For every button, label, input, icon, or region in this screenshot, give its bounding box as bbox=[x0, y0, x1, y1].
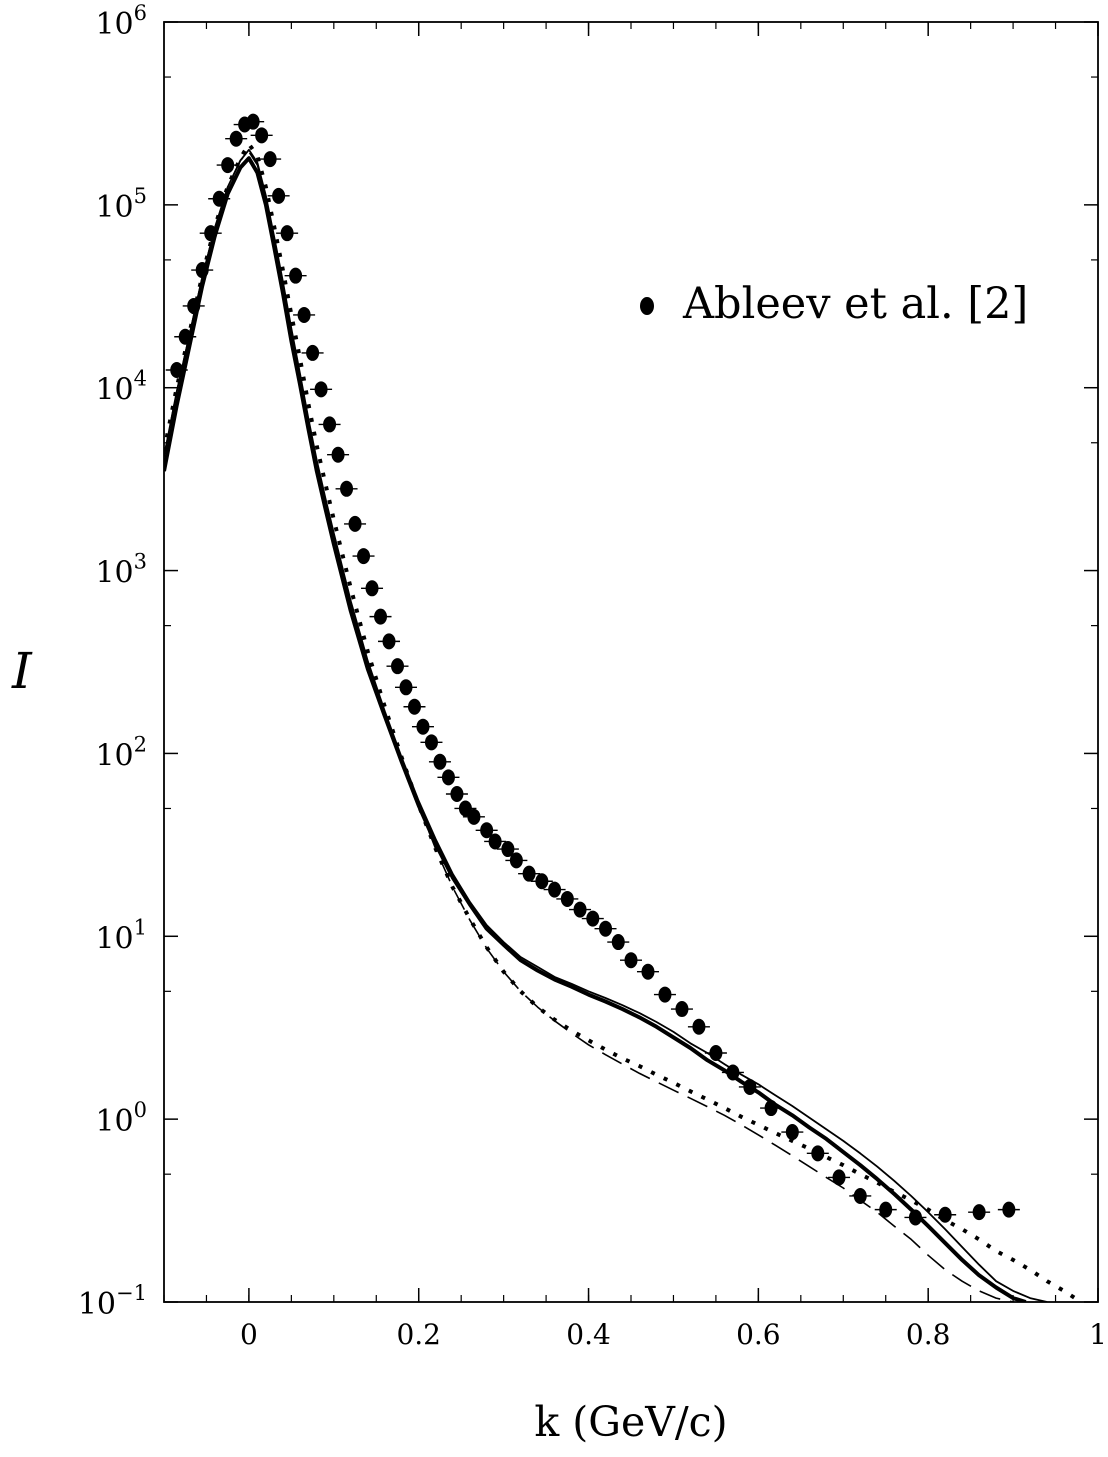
data-point bbox=[323, 416, 337, 433]
data-point bbox=[382, 633, 396, 650]
data-point bbox=[416, 718, 430, 735]
x-tick-labels: 0 0.2 0.4 0.6 0.8 1 bbox=[240, 1318, 1107, 1351]
data-point bbox=[348, 515, 362, 532]
data-point bbox=[187, 297, 201, 314]
data-point bbox=[246, 113, 260, 130]
data-point bbox=[280, 225, 294, 242]
y-tick-label: 102 bbox=[95, 732, 147, 773]
axis-ticks bbox=[163, 21, 1099, 1303]
data-point bbox=[340, 480, 354, 497]
data-point bbox=[726, 1064, 740, 1081]
data-point bbox=[560, 890, 574, 907]
data-point bbox=[675, 1001, 689, 1018]
data-point bbox=[195, 262, 209, 279]
y-tick-label: 104 bbox=[95, 367, 147, 408]
x-tick-label: 1 bbox=[1089, 1318, 1107, 1351]
x-tick-label: 0.2 bbox=[396, 1318, 441, 1351]
y-axis-label: I bbox=[11, 642, 33, 700]
curve-thick-solid bbox=[164, 156, 1027, 1302]
data-point bbox=[212, 190, 226, 207]
data-point bbox=[709, 1044, 723, 1061]
data-point bbox=[229, 130, 243, 147]
data-point bbox=[658, 986, 672, 1003]
data-point bbox=[548, 881, 562, 898]
data-point bbox=[272, 187, 286, 204]
data-point bbox=[641, 963, 655, 980]
data-point bbox=[178, 328, 192, 345]
data-point bbox=[221, 157, 235, 174]
data-point bbox=[832, 1169, 846, 1186]
data-point bbox=[374, 608, 388, 625]
data-point bbox=[467, 808, 481, 825]
data-point bbox=[357, 548, 371, 565]
data-point bbox=[480, 822, 494, 839]
data-point bbox=[785, 1124, 799, 1141]
data-point bbox=[811, 1145, 825, 1162]
data-point bbox=[204, 225, 218, 242]
y-tick-labels: 10−1 100 101 102 103 104 105 106 bbox=[78, 1, 147, 1322]
data-point bbox=[433, 753, 447, 770]
data-point bbox=[255, 127, 269, 144]
data-point bbox=[573, 901, 587, 918]
legend: Ableev et al. [2] bbox=[640, 279, 1028, 329]
x-axis-label: k (GeV/c) bbox=[534, 1398, 727, 1446]
data-point bbox=[501, 841, 515, 858]
data-point bbox=[879, 1201, 893, 1218]
data-point bbox=[331, 446, 345, 463]
data-point bbox=[972, 1204, 986, 1221]
data-point bbox=[365, 580, 379, 597]
plot-frame bbox=[163, 21, 1099, 1303]
data-point bbox=[391, 658, 404, 675]
data-point bbox=[441, 769, 455, 786]
x-tick-label: 0.8 bbox=[906, 1318, 951, 1351]
y-tick-label: 101 bbox=[95, 915, 147, 956]
x-tick-label: 0 bbox=[240, 1318, 258, 1351]
data-point bbox=[908, 1209, 922, 1226]
data-point bbox=[522, 865, 536, 882]
data-point bbox=[599, 920, 613, 937]
curve-dashed bbox=[164, 151, 1016, 1302]
data-point bbox=[611, 934, 625, 951]
y-tick-label: 106 bbox=[95, 1, 147, 42]
data-point bbox=[263, 151, 277, 168]
data-point bbox=[297, 306, 311, 323]
data-point bbox=[624, 952, 638, 969]
model-curves bbox=[164, 142, 1083, 1302]
y-tick-label: 103 bbox=[95, 550, 147, 591]
data-point bbox=[1002, 1201, 1016, 1218]
data-point bbox=[407, 698, 421, 715]
data-points bbox=[165, 113, 1020, 1226]
y-tick-label: 10−1 bbox=[78, 1281, 147, 1322]
data-point bbox=[488, 833, 502, 850]
data-point bbox=[289, 267, 303, 284]
data-point bbox=[692, 1018, 706, 1035]
data-point bbox=[450, 785, 464, 802]
data-point bbox=[938, 1206, 952, 1223]
data-point bbox=[743, 1078, 757, 1095]
data-point bbox=[586, 910, 600, 927]
data-point bbox=[424, 734, 438, 751]
data-point bbox=[399, 679, 413, 696]
legend-marker bbox=[640, 297, 654, 315]
y-tick-label: 105 bbox=[95, 184, 147, 225]
x-tick-label: 0.6 bbox=[736, 1318, 781, 1351]
data-point bbox=[535, 873, 549, 890]
data-point bbox=[853, 1187, 867, 1204]
data-point bbox=[509, 852, 523, 869]
y-tick-label: 100 bbox=[95, 1098, 147, 1139]
legend-label: Ableev et al. [2] bbox=[682, 279, 1028, 329]
data-point bbox=[170, 361, 184, 378]
x-tick-label: 0.4 bbox=[566, 1318, 611, 1351]
data-point bbox=[306, 344, 320, 361]
data-point bbox=[314, 381, 328, 398]
data-point bbox=[764, 1100, 778, 1117]
